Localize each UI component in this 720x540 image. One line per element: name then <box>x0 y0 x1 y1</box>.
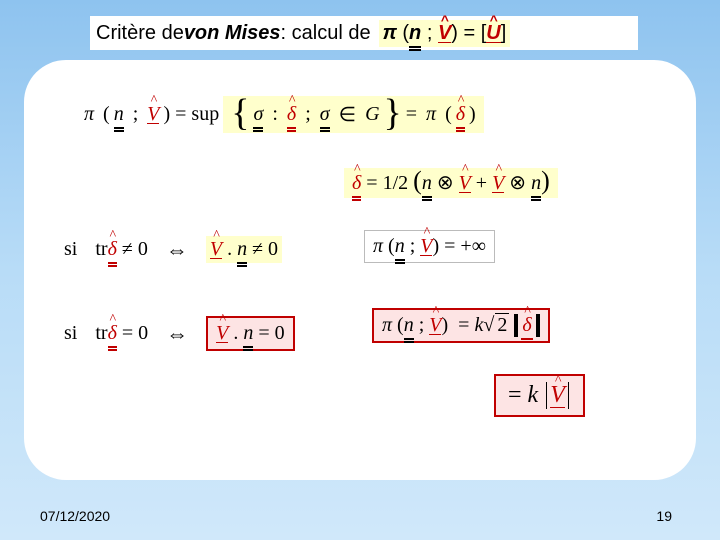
slide-title: Critère de von Mises : calcul de π (n ; … <box>90 16 638 50</box>
eq-pi-sup: π (n ; V) = sup { σ : δ ; σ ∈ G } = π (δ… <box>84 96 484 133</box>
eq-pi-k-sqrt2: π (n ; V) = k2 δ <box>372 308 550 343</box>
eq-pi-infty: π (n ; V) = +∞ <box>364 230 495 263</box>
si-label: si <box>64 238 77 261</box>
title-prefix: Critère de <box>96 22 184 45</box>
title-equation: π (n ; V) = [U] <box>379 20 511 47</box>
eq-delta-def: δ = 1/2 (n ⊗ V + V ⊗ n) <box>344 166 558 196</box>
title-emph: von Mises <box>184 22 281 45</box>
eq-k-absV: = k V <box>494 374 585 417</box>
content-panel: π (n ; V) = sup { σ : δ ; σ ∈ G } = π (δ… <box>24 60 696 480</box>
si-label-2: si <box>64 322 77 345</box>
footer-page: 19 <box>656 508 672 524</box>
title-suffix: : calcul de <box>281 22 371 45</box>
row-trace-nonzero: si trδ ≠ 0 ⇔ V . n ≠ 0 <box>64 236 282 263</box>
row-trace-zero: si trδ = 0 ⇔ V . n = 0 <box>64 316 295 351</box>
footer-date: 07/12/2020 <box>40 508 110 524</box>
